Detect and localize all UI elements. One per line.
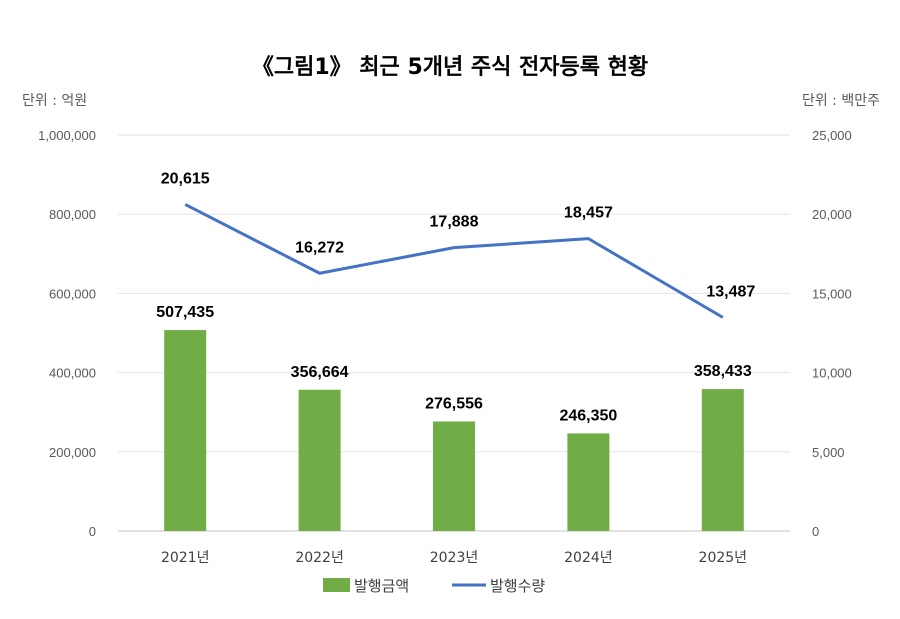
- bar: [164, 330, 207, 531]
- bar-data-label: 246,350: [559, 407, 617, 424]
- category-label: 2023년: [430, 550, 479, 566]
- bar: [298, 389, 341, 531]
- line-data-label: 16,272: [295, 239, 344, 256]
- category-labels: 2021년 2022년 2023년 2024년 2025년: [161, 550, 747, 566]
- bar: [701, 389, 744, 531]
- left-axis-unit: 단위 : 억원: [22, 93, 87, 109]
- right-tick-label: 15,000: [812, 286, 852, 301]
- category-label: 2021년: [161, 550, 210, 566]
- left-tick-label: 0: [89, 524, 96, 539]
- left-axis-ticks: 0 200,000 400,000 600,000 800,000 1,000,000: [38, 128, 96, 539]
- left-tick-label: 200,000: [49, 445, 96, 460]
- bar-data-label: 358,433: [694, 363, 752, 380]
- right-tick-label: 10,000: [812, 366, 852, 381]
- line-data-label: 20,615: [161, 170, 210, 187]
- right-tick-label: 20,000: [812, 207, 852, 222]
- left-tick-label: 1,000,000: [38, 128, 96, 143]
- category-label: 2024년: [564, 550, 613, 566]
- legend-label-bar: 발행금액: [354, 577, 409, 595]
- legend-label-line: 발행수량: [490, 577, 545, 595]
- legend: 발행금액 발행수량: [323, 577, 545, 595]
- line-data-label: 18,457: [564, 205, 613, 222]
- right-axis-ticks: 0 5,000 10,000 15,000 20,000 25,000: [812, 128, 852, 539]
- legend-swatch-bar: [323, 578, 350, 592]
- bar-data-label: 356,664: [291, 364, 349, 381]
- left-tick-label: 800,000: [49, 207, 96, 222]
- chart-title: 《그림1》 최근 5개년 주식 전자등록 현황: [252, 55, 648, 80]
- right-tick-label: 0: [812, 524, 819, 539]
- gridlines: [118, 134, 790, 532]
- bar-series: 507,435 356,664 276,556 246,350 358,433: [156, 304, 752, 531]
- line-data-label: 17,888: [430, 214, 479, 231]
- right-tick-label: 25,000: [812, 128, 852, 143]
- left-tick-label: 400,000: [49, 366, 96, 381]
- category-label: 2022년: [295, 550, 344, 566]
- bar-data-label: 507,435: [156, 304, 214, 321]
- line-data-label: 13,487: [706, 283, 755, 300]
- bar: [567, 433, 610, 531]
- line-series: 20,615 16,272 17,888 18,457 13,487: [161, 170, 755, 319]
- left-tick-label: 600,000: [49, 286, 96, 301]
- bar: [433, 421, 475, 531]
- right-axis-unit: 단위 : 백만주: [802, 93, 880, 109]
- bar-data-label: 276,556: [425, 395, 483, 412]
- category-label: 2025년: [699, 550, 748, 566]
- right-tick-label: 5,000: [812, 445, 845, 460]
